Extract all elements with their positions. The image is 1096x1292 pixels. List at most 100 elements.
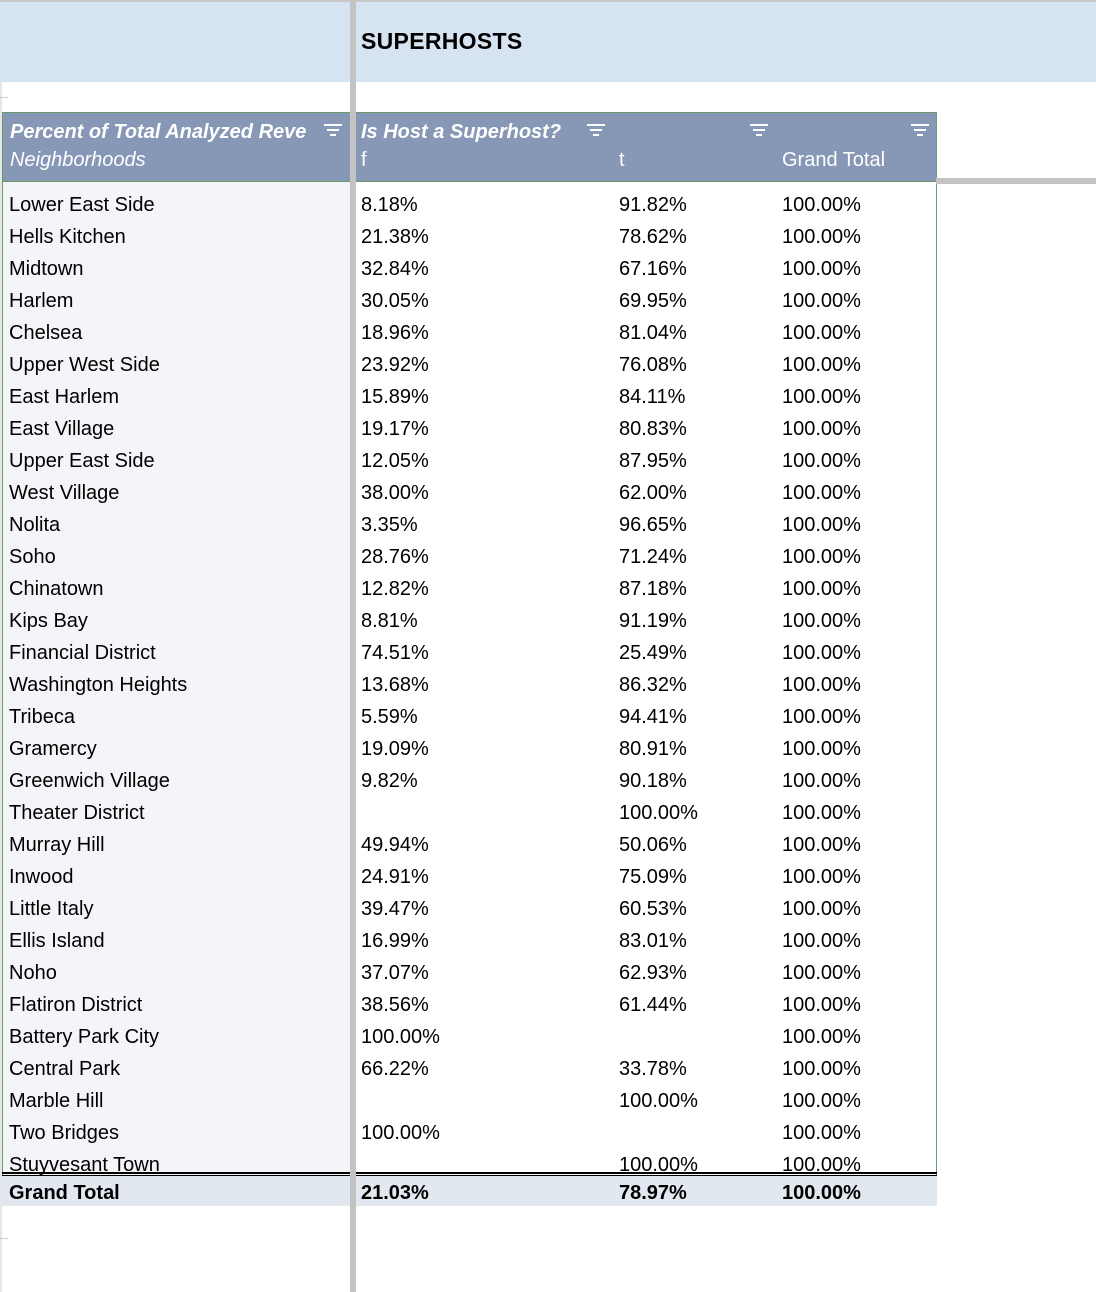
neighborhood-cell[interactable]: Noho bbox=[9, 962, 57, 984]
value-cell-f[interactable]: 12.05% bbox=[361, 450, 429, 472]
neighborhood-cell[interactable]: Kips Bay bbox=[9, 610, 88, 632]
value-cell-total[interactable]: 100.00% bbox=[782, 322, 861, 344]
neighborhood-cell[interactable]: Nolita bbox=[9, 514, 61, 536]
neighborhood-cell[interactable]: Midtown bbox=[9, 258, 84, 280]
value-cell-t[interactable]: 90.18% bbox=[619, 770, 687, 792]
value-cell-f[interactable]: 100.00% bbox=[361, 1122, 440, 1144]
value-cell-total[interactable]: 100.00% bbox=[782, 1122, 861, 1144]
table-row[interactable]: Upper East Side 12.05% 87.95% 100.00% bbox=[0, 443, 937, 475]
table-row[interactable]: Noho 37.07% 62.93% 100.00% bbox=[0, 955, 937, 987]
value-cell-total[interactable]: 100.00% bbox=[782, 578, 861, 600]
value-cell-f[interactable]: 30.05% bbox=[361, 290, 429, 312]
value-cell-total[interactable]: 100.00% bbox=[782, 290, 861, 312]
value-cell-total[interactable]: 100.00% bbox=[782, 706, 861, 728]
grand-total-f[interactable]: 21.03% bbox=[361, 1182, 429, 1204]
neighborhood-cell[interactable]: Washington Heights bbox=[9, 674, 188, 696]
value-cell-t[interactable]: 67.16% bbox=[619, 258, 687, 280]
neighborhood-cell[interactable]: Soho bbox=[9, 546, 56, 568]
neighborhood-cell[interactable]: Theater District bbox=[9, 802, 145, 824]
neighborhood-cell[interactable]: Greenwich Village bbox=[9, 770, 170, 792]
value-cell-t[interactable]: 60.53% bbox=[619, 898, 687, 920]
value-cell-t[interactable]: 100.00% bbox=[619, 1090, 698, 1112]
value-cell-total[interactable]: 100.00% bbox=[782, 386, 861, 408]
table-row[interactable]: Murray Hill 49.94% 50.06% 100.00% bbox=[0, 827, 937, 859]
value-cell-total[interactable]: 100.00% bbox=[782, 482, 861, 504]
value-cell-total[interactable]: 100.00% bbox=[782, 738, 861, 760]
value-cell-total[interactable]: 100.00% bbox=[782, 450, 861, 472]
neighborhood-cell[interactable]: East Harlem bbox=[9, 386, 120, 408]
value-cell-t[interactable]: 33.78% bbox=[619, 1058, 687, 1080]
value-cell-total[interactable]: 100.00% bbox=[782, 674, 861, 696]
value-cell-f[interactable]: 100.00% bbox=[361, 1026, 440, 1048]
value-cell-t[interactable]: 100.00% bbox=[619, 802, 698, 824]
value-cell-t[interactable]: 71.24% bbox=[619, 546, 687, 568]
value-cell-f[interactable]: 74.51% bbox=[361, 642, 429, 664]
value-cell-t[interactable]: 86.32% bbox=[619, 674, 687, 696]
frozen-row-divider[interactable] bbox=[936, 178, 1096, 184]
table-row[interactable]: Chelsea 18.96% 81.04% 100.00% bbox=[0, 315, 937, 347]
table-row[interactable]: Upper West Side 23.92% 76.08% 100.00% bbox=[0, 347, 937, 379]
value-cell-f[interactable]: 16.99% bbox=[361, 930, 429, 952]
value-cell-t[interactable]: 96.65% bbox=[619, 514, 687, 536]
table-row[interactable]: Harlem 30.05% 69.95% 100.00% bbox=[0, 283, 937, 315]
table-row[interactable]: Marble Hill 100.00% 100.00% bbox=[0, 1083, 937, 1115]
value-cell-total[interactable]: 100.00% bbox=[782, 354, 861, 376]
value-cell-total[interactable]: 100.00% bbox=[782, 642, 861, 664]
value-cell-f[interactable]: 13.68% bbox=[361, 674, 429, 696]
value-cell-t[interactable]: 94.41% bbox=[619, 706, 687, 728]
table-row[interactable]: East Harlem 15.89% 84.11% 100.00% bbox=[0, 379, 937, 411]
value-cell-t[interactable]: 62.00% bbox=[619, 482, 687, 504]
neighborhood-cell[interactable]: Lower East Side bbox=[9, 194, 155, 216]
value-cell-f[interactable]: 38.00% bbox=[361, 482, 429, 504]
value-cell-total[interactable]: 100.00% bbox=[782, 226, 861, 248]
value-cell-total[interactable]: 100.00% bbox=[782, 962, 861, 984]
neighborhood-cell[interactable]: West Village bbox=[9, 482, 120, 504]
value-cell-t[interactable]: 75.09% bbox=[619, 866, 687, 888]
value-cell-total[interactable]: 100.00% bbox=[782, 258, 861, 280]
neighborhood-cell[interactable]: Ellis Island bbox=[9, 930, 105, 952]
filter-icon[interactable] bbox=[749, 124, 769, 138]
value-cell-t[interactable]: 81.04% bbox=[619, 322, 687, 344]
grand-total-row[interactable]: Grand Total 21.03% 78.97% 100.00% bbox=[2, 1176, 937, 1206]
table-row[interactable]: Kips Bay 8.81% 91.19% 100.00% bbox=[0, 603, 937, 635]
neighborhood-cell[interactable]: Gramercy bbox=[9, 738, 97, 760]
value-cell-total[interactable]: 100.00% bbox=[782, 546, 861, 568]
filter-icon[interactable] bbox=[910, 124, 930, 138]
value-cell-t[interactable]: 91.19% bbox=[619, 610, 687, 632]
column-field-label[interactable]: Is Host a Superhost? bbox=[361, 121, 562, 143]
value-cell-f[interactable]: 28.76% bbox=[361, 546, 429, 568]
value-cell-t[interactable]: 87.95% bbox=[619, 450, 687, 472]
value-cell-f[interactable]: 18.96% bbox=[361, 322, 429, 344]
table-row[interactable]: Greenwich Village 9.82% 90.18% 100.00% bbox=[0, 763, 937, 795]
value-cell-total[interactable]: 100.00% bbox=[782, 770, 861, 792]
value-cell-f[interactable]: 32.84% bbox=[361, 258, 429, 280]
table-row[interactable]: Washington Heights 13.68% 86.32% 100.00% bbox=[0, 667, 937, 699]
value-cell-f[interactable]: 3.35% bbox=[361, 514, 418, 536]
table-row[interactable]: Flatiron District 38.56% 61.44% 100.00% bbox=[0, 987, 937, 1019]
value-cell-f[interactable]: 5.59% bbox=[361, 706, 418, 728]
neighborhood-cell[interactable]: Battery Park City bbox=[9, 1026, 160, 1048]
value-cell-f[interactable]: 12.82% bbox=[361, 578, 429, 600]
table-row[interactable]: Battery Park City 100.00% 100.00% bbox=[0, 1019, 937, 1051]
neighborhood-cell[interactable]: Two Bridges bbox=[9, 1122, 120, 1144]
neighborhood-cell[interactable]: Central Park bbox=[9, 1058, 121, 1080]
value-cell-t[interactable]: 76.08% bbox=[619, 354, 687, 376]
neighborhood-cell[interactable]: Stuyvesant Town bbox=[9, 1154, 160, 1176]
value-cell-t[interactable]: 83.01% bbox=[619, 930, 687, 952]
value-cell-f[interactable]: 8.81% bbox=[361, 610, 418, 632]
table-row[interactable]: Stuyvesant Town 100.00% 100.00% bbox=[0, 1147, 937, 1179]
value-cell-total[interactable]: 100.00% bbox=[782, 1154, 861, 1176]
table-row[interactable]: East Village 19.17% 80.83% 100.00% bbox=[0, 411, 937, 443]
value-cell-f[interactable]: 9.82% bbox=[361, 770, 418, 792]
neighborhood-cell[interactable]: East Village bbox=[9, 418, 115, 440]
table-row[interactable]: West Village 38.00% 62.00% 100.00% bbox=[0, 475, 937, 507]
grand-total-label[interactable]: Grand Total bbox=[9, 1182, 120, 1204]
value-cell-t[interactable]: 87.18% bbox=[619, 578, 687, 600]
table-row[interactable]: Theater District 100.00% 100.00% bbox=[0, 795, 937, 827]
value-cell-f[interactable]: 49.94% bbox=[361, 834, 429, 856]
value-cell-f[interactable]: 21.38% bbox=[361, 226, 429, 248]
value-cell-t[interactable]: 69.95% bbox=[619, 290, 687, 312]
value-cell-total[interactable]: 100.00% bbox=[782, 834, 861, 856]
frozen-column-divider[interactable] bbox=[350, 0, 356, 1292]
value-cell-total[interactable]: 100.00% bbox=[782, 866, 861, 888]
